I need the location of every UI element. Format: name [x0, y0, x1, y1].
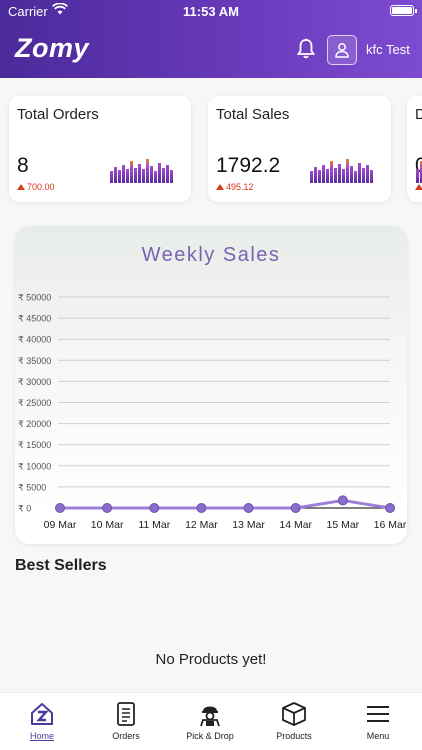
- y-tick-label: ₹ 45000: [18, 314, 51, 324]
- total-sales-card[interactable]: Total Sales 1792.2 495.12: [208, 96, 391, 202]
- app-header: Carrier 11:53 AM Zomy kfc Test: [0, 0, 422, 78]
- orders-icon: [117, 702, 135, 726]
- tab-label: Home: [29, 731, 54, 741]
- y-tick-label: ₹ 5000: [18, 482, 46, 492]
- y-tick-label: ₹ 35000: [18, 356, 51, 366]
- data-point: [290, 503, 301, 513]
- tab-label: Pick & Drop: [186, 731, 234, 741]
- card-value: 1792.2: [216, 154, 281, 177]
- empty-state-text: No Products yet!: [155, 651, 267, 668]
- x-tick-label: 10 Mar: [91, 519, 124, 531]
- card-value: 0: [415, 154, 422, 177]
- x-tick-label: 09 Mar: [44, 519, 77, 531]
- bottom-tab-bar: Home Orders Pick & Drop Products Menu: [0, 692, 422, 750]
- tab-menu[interactable]: Menu: [343, 701, 413, 741]
- tab-label: Orders: [112, 731, 140, 741]
- card-delta-value: 495.12: [226, 182, 254, 192]
- y-tick-label: ₹ 10000: [18, 461, 51, 471]
- y-tick-label: ₹ 20000: [18, 419, 51, 429]
- products-icon: [282, 702, 306, 726]
- x-tick-label: 12 Mar: [185, 519, 218, 531]
- status-bar: Carrier 11:53 AM: [0, 0, 422, 22]
- wifi-icon: [51, 2, 69, 18]
- arrow-up-icon: [216, 184, 224, 190]
- x-tick-label: 11 Mar: [138, 519, 170, 531]
- home-icon: [31, 703, 53, 725]
- data-point: [102, 503, 113, 513]
- x-tick-label: 13 Mar: [232, 519, 265, 531]
- tab-label: Menu: [366, 731, 390, 741]
- carrier-label: Carrier: [8, 4, 48, 19]
- tab-home[interactable]: Home: [7, 701, 77, 741]
- pick-drop-icon: [200, 706, 220, 727]
- y-tick-label: ₹ 0: [18, 504, 31, 514]
- card-delta: 495.12: [216, 182, 254, 192]
- total-orders-card[interactable]: Total Orders 8 700.00: [9, 96, 191, 202]
- battery-icon: [390, 5, 417, 16]
- card-title: Total Orders: [17, 106, 99, 123]
- y-tick-label: ₹ 25000: [18, 398, 51, 408]
- series-line: [60, 498, 391, 510]
- x-tick-label: 15 Mar: [327, 519, 360, 531]
- best-sellers-title: Best Sellers: [15, 557, 107, 574]
- sales-sparkline-icon: [310, 159, 373, 183]
- user-icon[interactable]: [327, 35, 357, 65]
- x-tick-label: 16 Mar: [374, 519, 407, 531]
- chart-plot: ₹ 0 ₹ 5000 ₹ 10000 ₹ 15000 ₹ 20000 ₹ 25000 ₹ 3…: [18, 293, 407, 532]
- y-tick-label: ₹ 40000: [18, 335, 51, 345]
- data-point: [243, 503, 254, 513]
- tab-orders[interactable]: Orders: [91, 701, 161, 741]
- card-title: Total Sales: [216, 106, 290, 123]
- app-logo: Zomy: [15, 33, 90, 63]
- tab-pick-drop[interactable]: Pick & Drop: [175, 701, 245, 741]
- tab-products[interactable]: Products: [259, 701, 329, 741]
- chart-title: Weekly Sales: [141, 244, 281, 266]
- weekly-sales-chart: Weekly Sales ₹ 0 ₹ 5000 ₹ 10000 ₹ 15000 ₹ 20…: [15, 226, 407, 544]
- data-point: [337, 495, 348, 506]
- arrow-up-icon: [17, 184, 25, 190]
- clock: 11:53 AM: [183, 4, 239, 19]
- bell-icon[interactable]: [296, 38, 316, 65]
- third-stat-card[interactable]: D 0: [407, 96, 422, 202]
- orders-sparkline-icon: [110, 159, 173, 183]
- x-tick-label: 14 Mar: [279, 519, 312, 531]
- card-delta: 700.00: [17, 182, 55, 192]
- data-point: [55, 503, 65, 513]
- card-title: D: [415, 106, 422, 123]
- data-point: [385, 503, 395, 513]
- username-label[interactable]: kfc Test: [366, 42, 410, 57]
- y-tick-label: ₹ 50000: [18, 293, 51, 303]
- card-delta-value: 700.00: [27, 182, 55, 192]
- data-point: [149, 503, 160, 513]
- card-value: 8: [17, 154, 29, 177]
- card-delta: [415, 182, 422, 192]
- y-tick-label: ₹ 30000: [18, 377, 51, 387]
- y-tick-label: ₹ 15000: [18, 440, 51, 450]
- data-point: [196, 503, 207, 513]
- third-sparkline-icon: [416, 159, 422, 183]
- arrow-up-icon: [415, 184, 422, 190]
- menu-icon: [367, 706, 389, 722]
- tab-label: Products: [276, 731, 312, 741]
